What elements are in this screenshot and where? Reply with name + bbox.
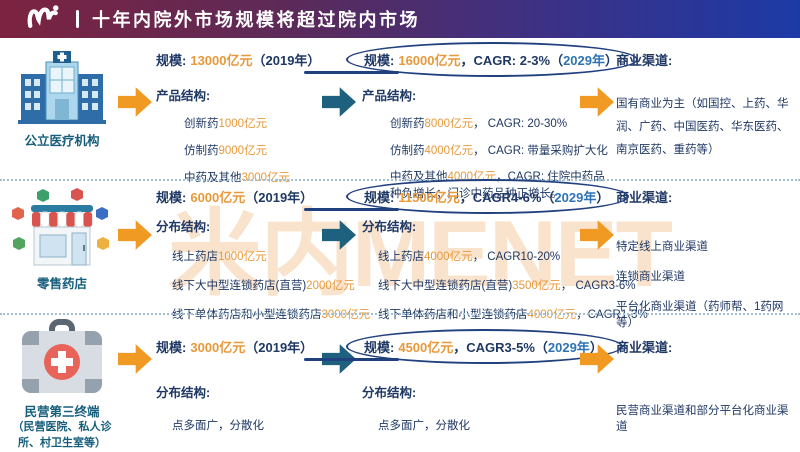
icon-column: 零售药店 bbox=[6, 181, 118, 330]
structure-label: 分布结构: bbox=[362, 386, 417, 400]
icon-column: 公立医疗机构 bbox=[6, 38, 118, 202]
commercial-channel: 商业渠道: 民营商业渠道和部分平台化商业渠道 bbox=[616, 315, 800, 452]
market-2019: 规模: 13000亿元（2019年） 产品结构: 创新药1000亿元 仿制药900… bbox=[152, 38, 322, 202]
row-caption: 公立医疗机构 bbox=[24, 134, 100, 148]
hospital-icon bbox=[16, 48, 108, 131]
highlight-underline bbox=[304, 208, 399, 211]
arrow-right-icon bbox=[118, 220, 152, 250]
arrow-right-icon bbox=[118, 87, 152, 117]
highlight-ellipse bbox=[346, 329, 623, 364]
structure-item: 创新药8000亿元， CAGR: 20-30% bbox=[390, 118, 568, 130]
row-caption: 民营第三终端 bbox=[24, 405, 100, 419]
flow-arrow-column bbox=[118, 38, 152, 202]
structure-label: 分布结构: bbox=[156, 386, 211, 400]
market-2029: 规模: 4500亿元，CAGR3-5%（2029年） 分布结构: 点多面广，分散化 bbox=[304, 315, 623, 452]
row-caption-detail: （民营医院、私人诊所、村卫生室等） bbox=[12, 421, 112, 450]
market-2029: 规模: 16000亿元，CAGR: 2-3%（2029年） 产品结构: 创新药80… bbox=[304, 38, 639, 202]
market-2019: 规模: 3000亿元（2019年） 分布结构: 点多面广，分散化 bbox=[152, 315, 322, 452]
structure-item: 线下单体药店和小型连锁药店4000亿元，CAGR1-3% bbox=[378, 309, 648, 321]
commercial-channel: 商业渠道: 特定线上商业渠道 连锁商业渠道 平台化商业渠道（药师帮、1药网等） bbox=[616, 181, 800, 330]
scale-2019: 规模: 6000亿元（2019年） bbox=[156, 190, 314, 205]
flow-arrow-column bbox=[118, 181, 152, 330]
scale-2029: 规模: 11500亿元，CAGR4-6%（2029年） bbox=[304, 179, 630, 214]
structure-label: 产品结构: bbox=[156, 89, 211, 103]
structure-label: 产品结构: bbox=[362, 89, 417, 103]
pharmacy-store-icon bbox=[7, 187, 117, 274]
row-retail-pharmacies: 零售药店 规模: 6000亿元（2019年） 分布结构: 线上药店1000亿元 线… bbox=[0, 179, 800, 329]
title-divider bbox=[76, 10, 79, 28]
title-bar: 十年内院外市场规模将超过院内市场 bbox=[0, 0, 800, 38]
structure-item: 仿制药4000亿元， CAGR: 带量采购扩大化 bbox=[390, 145, 608, 157]
highlight-underline bbox=[304, 358, 399, 361]
channel-label: 商业渠道: bbox=[616, 340, 673, 355]
market-2019: 规模: 6000亿元（2019年） 分布结构: 线上药店1000亿元 线下大中型连… bbox=[152, 181, 371, 330]
highlight-underline bbox=[304, 71, 399, 74]
channel-label: 商业渠道: bbox=[616, 53, 673, 68]
page-title: 十年内院外市场规模将超过院内市场 bbox=[92, 10, 420, 30]
scale-2029: 规模: 4500亿元，CAGR3-5%（2029年） bbox=[304, 329, 623, 364]
flow-arrow-column bbox=[322, 315, 356, 452]
scale-2029: 规模: 16000亿元，CAGR: 2-3%（2029年） bbox=[304, 42, 639, 77]
channel-item: 平台化商业渠道（药师帮、1药网等） bbox=[616, 301, 784, 329]
channel-item: 国有商业为主（如国控、上药、华润、广药、中国医药、华东医药、南京医药、重药等） bbox=[616, 98, 789, 156]
flow-arrow-column bbox=[580, 181, 616, 330]
row-public-medical-institutions: 公立医疗机构 规模: 13000亿元（2019年） 产品结构: 创新药1000亿元… bbox=[0, 38, 800, 200]
structure-item: 中药及其他3000亿元 bbox=[184, 172, 291, 184]
arrow-right-icon bbox=[322, 220, 356, 250]
channel-item: 连锁商业渠道 bbox=[616, 271, 685, 283]
flow-arrow-column bbox=[322, 181, 356, 330]
commercial-channel: 商业渠道: 国有商业为主（如国控、上药、华润、广药、中国医药、华东医药、南京医药… bbox=[616, 38, 800, 202]
market-2029: 规模: 11500亿元，CAGR4-6%（2029年） 分布结构: 线上药店400… bbox=[304, 179, 648, 330]
structure-item: 点多面广，分散化 bbox=[378, 420, 470, 432]
arrow-right-icon bbox=[580, 220, 614, 250]
scale-2019: 规模: 13000亿元（2019年） bbox=[156, 53, 321, 68]
flow-arrow-column bbox=[580, 38, 616, 202]
highlight-ellipse bbox=[346, 42, 639, 77]
arrow-right-icon bbox=[118, 344, 152, 374]
flow-arrow-column bbox=[118, 315, 152, 452]
arrow-right-icon bbox=[580, 87, 614, 117]
structure-item: 线上药店1000亿元 bbox=[172, 251, 267, 263]
structure-item: 仿制药9000亿元 bbox=[184, 145, 268, 157]
flow-arrow-column bbox=[322, 38, 356, 202]
highlight-ellipse bbox=[346, 179, 630, 214]
channel-label: 商业渠道: bbox=[616, 190, 673, 205]
structure-item: 点多面广，分散化 bbox=[172, 420, 264, 432]
structure-item: 创新药1000亿元 bbox=[184, 118, 268, 130]
menet-logo-icon bbox=[26, 3, 60, 35]
structure-item: 线下大中型连锁药店(直营)3500亿元， CAGR3-6% bbox=[378, 280, 636, 292]
structure-label: 分布结构: bbox=[362, 220, 417, 234]
icon-column: 民营第三终端 （民营医院、私人诊所、村卫生室等） bbox=[6, 315, 118, 452]
arrow-right-icon bbox=[322, 87, 356, 117]
channel-item: 特定线上商业渠道 bbox=[616, 241, 708, 253]
channel-item: 民营商业渠道和部分平台化商业渠道 bbox=[616, 405, 789, 433]
row-private-third-terminal: 民营第三终端 （民营医院、私人诊所、村卫生室等） 规模: 3000亿元（2019年… bbox=[0, 313, 800, 451]
structure-item: 线上药店4000亿元， CAGR10-20% bbox=[378, 251, 561, 263]
structure-label: 分布结构: bbox=[156, 220, 211, 234]
scale-2019: 规模: 3000亿元（2019年） bbox=[156, 340, 314, 355]
row-caption: 零售药店 bbox=[36, 277, 87, 291]
structure-item: 线下单体药店和小型连锁药店3000亿元 bbox=[172, 309, 371, 321]
structure-item: 线下大中型连锁药店(直营)2000亿元 bbox=[172, 280, 355, 292]
first-aid-kit-icon bbox=[16, 319, 108, 402]
